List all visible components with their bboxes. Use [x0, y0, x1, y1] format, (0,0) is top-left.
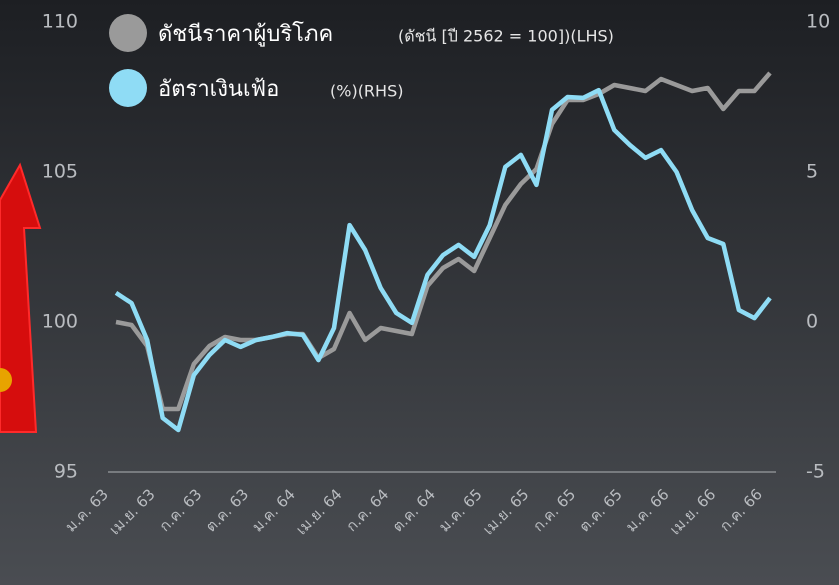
y-tick-label: 100: [42, 311, 78, 333]
legend-label: อัตราเงินเฟ้อ: [158, 77, 279, 102]
y2-tick-label: 0: [806, 311, 818, 333]
y-tick-label: 105: [42, 161, 78, 183]
y2-tick-label: 10: [806, 11, 830, 33]
legend-swatch: [109, 14, 147, 52]
y-tick-label: 110: [42, 11, 78, 33]
y2-tick-label: -5: [806, 461, 825, 483]
legend-note: (ดัชนี [ปี 2562 = 100])(LHS): [398, 27, 614, 46]
y2-tick-label: 5: [806, 161, 818, 183]
legend-swatch: [109, 69, 147, 107]
legend-label: ดัชนีราคาผู้บริโภค: [158, 21, 333, 47]
legend-note: (%)(RHS): [330, 82, 403, 101]
y-tick-label: 95: [54, 461, 78, 483]
chart: 95100105110-50510ม.ค. 63เม.ย. 63ก.ค. 63ต…: [0, 0, 839, 585]
